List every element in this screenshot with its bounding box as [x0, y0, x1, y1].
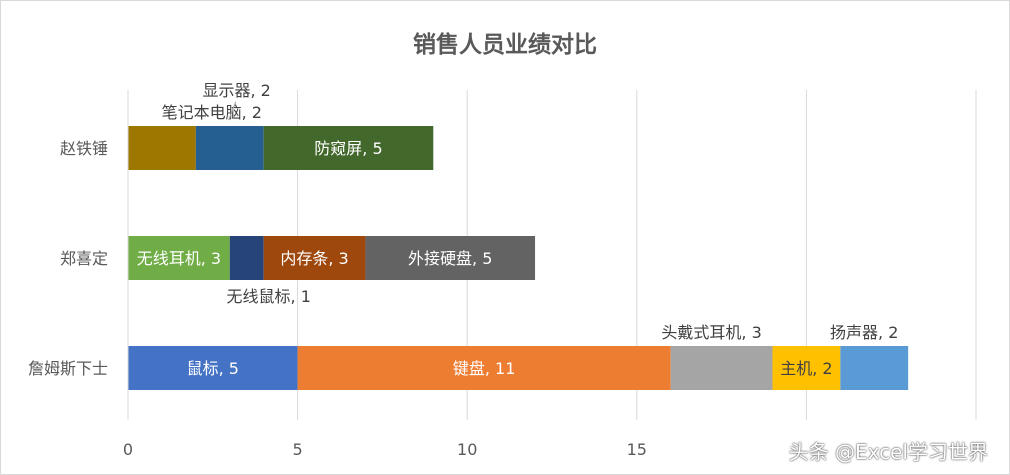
- data-labels: 笔记本电脑, 2 显示器, 2 防窥屏, 5 无线耳机, 3 无线鼠标, 1 内存条, 3…: [137, 81, 899, 378]
- x-tick-label: 15: [627, 440, 647, 459]
- data-label: 防窥屏, 5: [314, 139, 382, 158]
- watermark: 头条 @Excel学习世界: [788, 440, 988, 464]
- data-label: 扬声器, 2: [830, 323, 898, 342]
- data-label: 头戴式耳机, 3: [661, 323, 761, 342]
- data-label: 外接硬盘, 5: [408, 249, 492, 268]
- bar-segment: [195, 126, 264, 170]
- x-tick-label: 10: [457, 440, 477, 459]
- bar-segment: [229, 236, 264, 280]
- label-leader-line: [228, 101, 237, 121]
- bar-segment: [263, 126, 434, 170]
- bar-segment: [365, 236, 536, 280]
- chart-title: 销售人员业绩对比: [413, 31, 597, 58]
- data-label: 无线耳机, 3: [137, 249, 221, 268]
- bar-segment: [128, 126, 196, 170]
- bar-segment: [128, 236, 230, 280]
- x-tick-label: 0: [123, 440, 133, 459]
- data-label: 主机, 2: [780, 359, 832, 378]
- bar-segment: [263, 236, 366, 280]
- data-label: 内存条, 3: [280, 249, 348, 268]
- bar-segment: [297, 346, 671, 390]
- bar-segment: [670, 346, 773, 390]
- data-label: 无线鼠标, 1: [227, 287, 311, 306]
- x-tick-label: 5: [293, 440, 303, 459]
- bars: [128, 126, 909, 390]
- y-category-label: 郑喜定: [60, 249, 108, 268]
- data-label: 显示器, 2: [203, 81, 271, 100]
- y-category-label: 詹姆斯下士: [28, 359, 108, 378]
- bar-segment: [128, 346, 298, 390]
- data-label: 笔记本电脑, 2: [162, 103, 262, 122]
- y-category-label: 赵铁锤: [60, 139, 108, 158]
- data-label: 鼠标, 5: [187, 359, 239, 378]
- bar-segment: [772, 346, 841, 390]
- data-label: 键盘, 11: [453, 359, 516, 378]
- bar-segment: [840, 346, 909, 390]
